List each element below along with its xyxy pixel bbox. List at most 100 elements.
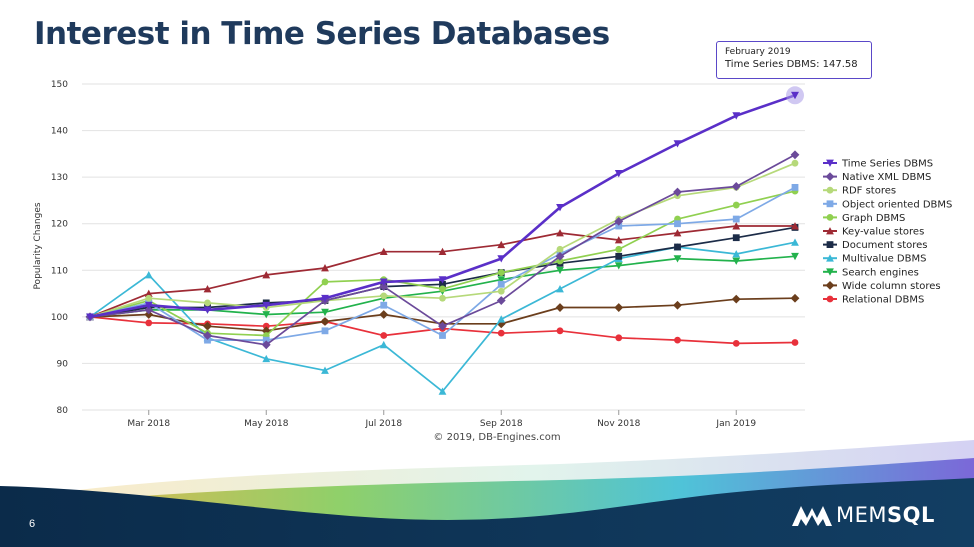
legend-label: Key-value stores [842, 227, 924, 238]
tooltip-date: February 2019 [725, 47, 791, 57]
legend-marker [826, 159, 834, 167]
data-point [615, 245, 623, 253]
data-point [439, 294, 446, 302]
data-point [673, 229, 682, 237]
legend-marker [826, 214, 834, 221]
data-point [145, 319, 153, 327]
legend-item-key-value-stores[interactable]: Key-value stores [823, 227, 924, 238]
data-point [791, 339, 799, 346]
data-point [497, 329, 505, 337]
data-point [262, 322, 270, 330]
logo-text-bold: SQL [887, 503, 935, 527]
data-point [203, 321, 212, 331]
legend-marker [826, 200, 834, 208]
logo-text-regular: MEM [836, 503, 888, 527]
x-tick-label: May 2018 [244, 419, 289, 429]
series-line [89, 190, 796, 337]
legend-label: Time Series DBMS [841, 159, 933, 170]
data-point [674, 220, 681, 228]
data-point [321, 308, 329, 317]
data-point [321, 327, 329, 335]
data-point [203, 285, 212, 293]
legend-item-object-oriented-dbms[interactable]: Object oriented DBMS [823, 199, 952, 210]
data-point [791, 183, 799, 191]
tooltip-value: Time Series DBMS: 147.58 [725, 59, 858, 70]
data-point [379, 278, 388, 286]
legend-item-graph-dbms[interactable]: Graph DBMS [823, 213, 905, 224]
series-layer [85, 86, 804, 395]
legend-item-search-engines[interactable]: Search engines [823, 267, 919, 278]
data-point [556, 327, 564, 335]
data-point [496, 296, 506, 305]
page-title: Interest in Time Series Databases [34, 16, 610, 52]
data-point [673, 187, 682, 197]
legend-label: Wide column stores [842, 281, 941, 292]
legend-label: Multivalue DBMS [842, 254, 926, 265]
legend-label: Object oriented DBMS [842, 199, 952, 210]
legend-label: Search engines [842, 267, 919, 278]
series-key-value-stores [86, 222, 799, 321]
data-point [497, 287, 505, 295]
data-point [732, 257, 741, 265]
data-point [144, 301, 153, 310]
data-point [556, 204, 564, 212]
data-point [673, 300, 682, 310]
data-point [732, 112, 741, 120]
x-tick-label: Jan 2019 [715, 419, 756, 429]
data-point [438, 321, 447, 331]
x-tick-label: Jul 2018 [364, 419, 402, 429]
data-point [497, 280, 505, 288]
chart-tooltip: February 2019 Time Series DBMS: 147.58 [716, 41, 872, 79]
y-tick-label: 90 [57, 359, 69, 369]
legend-item-wide-column-stores[interactable]: Wide column stores [823, 281, 941, 292]
data-point [556, 229, 564, 237]
data-point [615, 222, 623, 230]
grid-lines [82, 83, 805, 411]
data-point [144, 271, 153, 279]
data-point [379, 310, 389, 319]
data-point [438, 387, 447, 395]
data-point [556, 266, 564, 275]
y-axis-label: Popularity Changes [33, 202, 43, 289]
data-point [732, 234, 740, 242]
data-point [439, 285, 446, 293]
data-point [379, 247, 388, 256]
legend-label: Document stores [842, 240, 928, 251]
data-point [261, 340, 271, 350]
legend-item-rdf-stores[interactable]: RDF stores [823, 186, 896, 197]
legend-marker [826, 241, 834, 248]
data-point [614, 216, 624, 226]
legend-item-multivalue-dbms[interactable]: Multivalue DBMS [823, 254, 926, 265]
series-graph-dbms [86, 187, 799, 339]
memsql-logo-text: MEMSQL [836, 503, 935, 527]
data-point [615, 252, 623, 260]
legend-item-document-stores[interactable]: Document stores [823, 240, 928, 251]
legend-item-time-series-dbms[interactable]: Time Series DBMS [823, 159, 933, 170]
data-point [321, 278, 329, 286]
memsql-logo: MEMSQL [792, 502, 935, 528]
data-point [438, 247, 447, 256]
data-point [673, 140, 682, 148]
data-point [614, 236, 623, 244]
data-point [732, 215, 740, 223]
data-point [497, 315, 506, 323]
y-tick-label: 110 [51, 266, 68, 276]
data-point [380, 292, 388, 300]
data-point [556, 245, 564, 253]
y-tick-label: 100 [51, 313, 68, 323]
data-point [556, 257, 564, 265]
legend-item-native-xml-dbms[interactable]: Native XML DBMS [823, 172, 931, 183]
data-point [439, 280, 446, 288]
data-point [438, 276, 447, 284]
data-point [204, 336, 211, 344]
legend-marker [825, 281, 835, 290]
legend-marker [826, 254, 834, 262]
legend-item-relational-dbms[interactable]: Relational DBMS [823, 295, 924, 306]
hover-data-point [791, 91, 799, 100]
data-point [262, 354, 271, 363]
series-native-xml-dbms [85, 150, 800, 350]
data-point [791, 252, 799, 261]
legend-marker [826, 227, 834, 235]
y-tick-label: 140 [51, 127, 68, 137]
footer-waves [0, 440, 974, 547]
